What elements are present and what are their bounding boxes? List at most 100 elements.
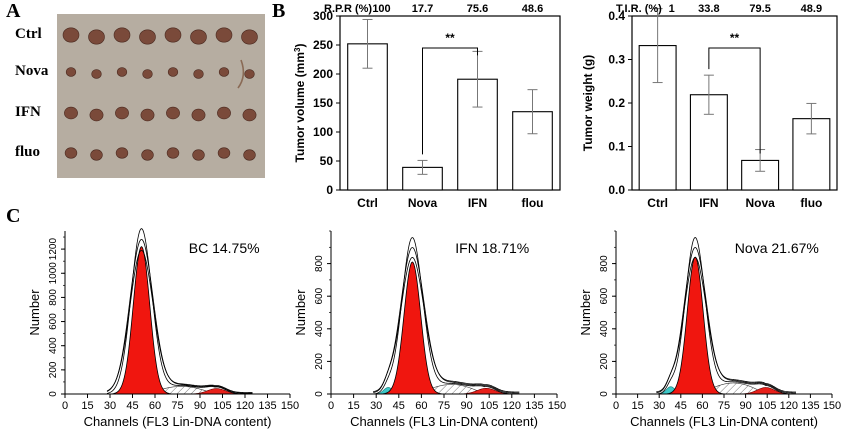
tumor-sample [65, 67, 77, 77]
tumor-sample [64, 147, 78, 159]
tumor-sample [64, 106, 78, 120]
y-tick-label: 400 [314, 320, 325, 337]
percentage-annotation: IFN 18.71% [455, 240, 529, 256]
histogram-envelope [373, 257, 520, 393]
x-tick-label: 105 [480, 400, 498, 412]
tumor-sample [192, 149, 205, 161]
header-value: 79.5 [749, 3, 770, 15]
x-tick-label: IFN [699, 196, 718, 210]
tumor-sample [115, 147, 129, 159]
panel-a-letter: A [6, 0, 21, 22]
y-tick-label: 800 [48, 289, 59, 306]
y-tick-label: 400 [48, 337, 59, 354]
tumor-sample [164, 27, 182, 43]
x-tick-label: 15 [631, 400, 643, 412]
percentage-annotation: Nova 21.67% [735, 240, 819, 256]
x-tick-label: 75 [438, 400, 450, 412]
y-tick-label: 50 [320, 154, 334, 168]
tumor-sample [90, 149, 103, 161]
significance-label: ** [445, 31, 455, 45]
g1-peak [111, 246, 172, 395]
x-tick-label: 0 [613, 400, 619, 412]
tumor-photo-drawing [62, 27, 258, 161]
x-tick-label: Ctrl [647, 196, 668, 210]
histogram-envelope [106, 249, 253, 393]
x-tick-label: 120 [503, 400, 521, 412]
tumor-sample [244, 69, 255, 79]
x-tick-label: 75 [171, 400, 183, 412]
y-axis-label: Tumor weight (g) [581, 55, 595, 151]
y-tick-label: 0.1 [608, 140, 625, 154]
x-tick-label: 90 [739, 400, 751, 412]
tumor-sample [139, 29, 156, 45]
photo-row-label-fluo: fluo [15, 144, 41, 160]
x-tick-label: 135 [258, 400, 276, 412]
tumor-sample [193, 69, 204, 79]
flow-histogram-nova: 0 15 30 45 60 75 90 105 120 135 150 0 200 400 600 800 Nu… [578, 230, 841, 429]
percentage-annotation: BC 14.75% [189, 240, 260, 256]
x-tick-label: 120 [780, 400, 798, 412]
tumor-sample [116, 67, 128, 77]
tumor-sample [140, 108, 155, 122]
x-tick-label: 105 [758, 400, 776, 412]
header-value: 1 [669, 3, 675, 15]
y-tick-label: 0 [48, 391, 59, 397]
y-tick-label: 100 [313, 125, 333, 139]
y-tick-label: 0 [314, 391, 325, 397]
tumor-sample [91, 69, 102, 79]
y-tick-label: 400 [599, 320, 610, 337]
y-tick-label: 1200 [48, 238, 59, 261]
x-tick-label: 15 [347, 400, 359, 412]
y-tick-label: 200 [313, 67, 333, 81]
y-axis-label: Number [27, 289, 42, 336]
y-tick-label: 800 [314, 255, 325, 272]
x-axis-label: Channels (FL3 Lin-DNA content) [630, 414, 818, 429]
y-tick-label: 200 [314, 353, 325, 370]
y-tick-label: 1000 [48, 262, 59, 285]
x-tick-label: 0 [328, 400, 334, 412]
header-label: R.P.R (%) [324, 3, 372, 15]
y-tick-label: 0 [326, 183, 333, 197]
y-axis-label: Number [578, 289, 593, 336]
header-value: 17.7 [412, 3, 433, 15]
x-tick-label: 150 [548, 400, 566, 412]
tumor-sample [166, 147, 180, 159]
x-tick-label: 90 [460, 400, 472, 412]
tumor-sample [218, 67, 230, 77]
histogram-envelope [656, 257, 797, 393]
photo-row-label-ctrl: Ctrl [15, 26, 42, 42]
tumor-volume-chart: 0 50 100 150 200 250 300 Ctrl Nova IFN flou R.P.R (… [293, 3, 561, 210]
panel-b-letter: B [272, 0, 286, 22]
x-tick-label: 30 [370, 400, 382, 412]
g1-peak [381, 261, 443, 395]
x-tick-label: 60 [415, 400, 427, 412]
tumor-sample [89, 108, 104, 122]
x-tick-label: fluo [800, 196, 822, 210]
flow-histogram-bc: 0 15 30 45 60 75 90 105 120 135 150 0 200 400 600 800 10… [27, 228, 299, 429]
y-tick-label: 200 [599, 353, 610, 370]
y-tick-label: 0 [599, 391, 610, 397]
tumor-weight-chart: 0.0 0.1 0.2 0.3 0.4 Ctrl IFN Nova fluo T.I.R. (%)… [581, 3, 838, 210]
x-tick-label: 120 [236, 400, 254, 412]
x-tick-label: 75 [718, 400, 730, 412]
x-tick-label: Nova [408, 196, 438, 210]
x-tick-label: 135 [525, 400, 543, 412]
x-tick-label: 45 [675, 400, 687, 412]
flow-histogram-ifn: 0 15 30 45 60 75 90 105 120 135 150 0 200 400 600 800 Nu… [293, 230, 566, 429]
tumor-sample-strand [237, 59, 245, 89]
x-tick-label: 45 [126, 400, 138, 412]
histogram-envelope [106, 228, 253, 395]
header-value: 33.8 [698, 3, 719, 15]
y-tick-label: 0.2 [608, 96, 625, 110]
x-tick-label: 105 [213, 400, 231, 412]
tumor-sample [191, 108, 206, 122]
tumor-sample [166, 106, 180, 120]
tumor-sample [142, 69, 153, 79]
photo-row-label-nova: Nova [15, 63, 49, 79]
x-axis-label: Channels (FL3 Lin-DNA content) [350, 414, 538, 429]
tumor-sample [167, 67, 179, 77]
tumor-sample [242, 108, 257, 122]
tumor-sample [62, 27, 80, 43]
x-tick-label: 45 [393, 400, 405, 412]
y-axis-label: Tumor volume (mm3) [293, 44, 308, 163]
